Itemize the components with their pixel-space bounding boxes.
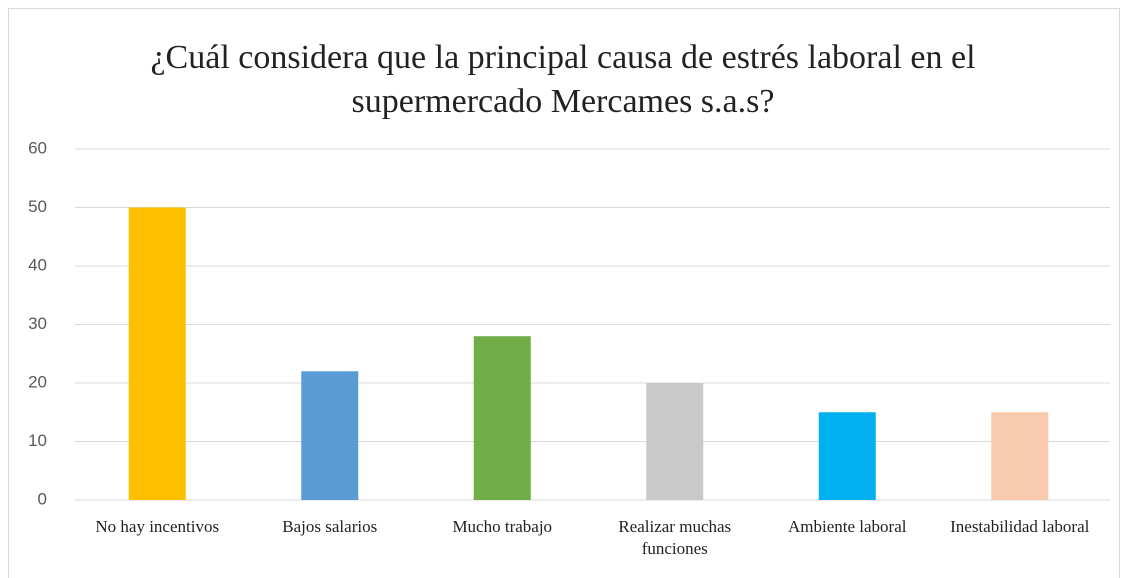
bar — [301, 371, 359, 500]
y-tick-label: 10 — [28, 431, 47, 450]
y-tick-label: 20 — [28, 372, 47, 391]
x-tick-label: No hay incentivos — [95, 517, 220, 536]
bar — [128, 207, 186, 500]
bar — [473, 336, 531, 500]
y-tick-label: 40 — [28, 255, 47, 274]
bar — [991, 412, 1049, 500]
y-tick-label: 30 — [28, 314, 47, 333]
y-tick-label: 0 — [38, 489, 47, 508]
x-tick-label: Mucho trabajo — [452, 517, 553, 536]
chart-frame — [8, 8, 1120, 578]
x-tick-label: Ambiente laboral — [788, 517, 907, 536]
x-tick-label: Inestabilidad laboral — [950, 517, 1090, 536]
x-tick-label: Bajos salarios — [282, 517, 378, 536]
bar — [818, 412, 876, 500]
bar — [646, 383, 704, 500]
y-tick-label: 50 — [28, 197, 47, 216]
chart-title: ¿Cuál considera que la principal causa d… — [150, 39, 976, 120]
x-tick-label: Realizar muchas funciones — [618, 517, 732, 558]
y-tick-label: 60 — [28, 138, 47, 157]
